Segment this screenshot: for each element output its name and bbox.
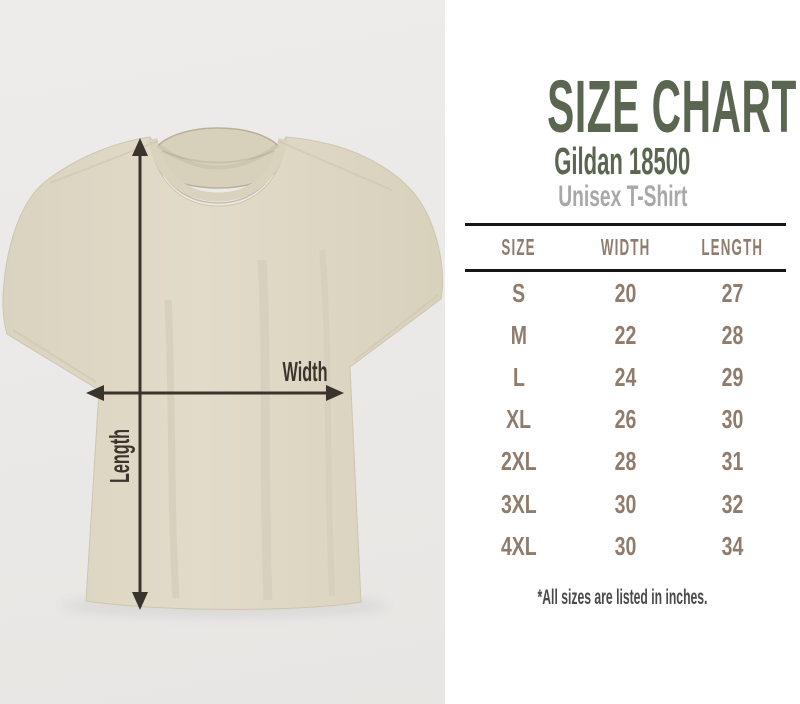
size-cell: 26 <box>614 404 637 435</box>
column-header: SIZE <box>501 234 536 260</box>
product-photo-panel: Width Length <box>0 0 445 704</box>
column-header: LENGTH <box>701 234 764 260</box>
size-cell: 30 <box>614 488 637 519</box>
size-row: 3XL 30 32 <box>465 483 786 525</box>
column-header: WIDTH <box>600 234 651 260</box>
size-cell: 32 <box>721 488 744 519</box>
size-cell: 22 <box>614 319 637 350</box>
size-cell: 27 <box>721 277 744 308</box>
product-name: Gildan 18500 <box>554 141 691 183</box>
size-table-header: SIZE WIDTH LENGTH <box>465 223 786 272</box>
size-table: SIZE WIDTH LENGTH S 20 27 M 22 28 L 24 29 XL 26 30 2XL… <box>465 223 786 567</box>
back-neck-seam <box>161 150 275 164</box>
fabric-folds <box>156 143 335 601</box>
page-title: SIZE CHART <box>547 65 797 148</box>
width-arrow <box>86 385 344 401</box>
size-row: XL 26 30 <box>465 399 786 441</box>
size-cell: 4XL <box>500 530 537 561</box>
size-cell: 20 <box>614 277 637 308</box>
size-cell: S <box>511 277 526 308</box>
size-row: M 22 28 <box>465 314 786 356</box>
right-sleeve-hem-seam <box>354 294 439 361</box>
right-shoulder-seam <box>277 140 393 191</box>
size-cell: 30 <box>614 530 637 561</box>
size-cell: XL <box>506 404 531 435</box>
tshirt-graphic <box>2 127 443 617</box>
size-cell: 28 <box>721 319 744 350</box>
size-row: 4XL 30 34 <box>465 525 786 567</box>
left-sleeve-hem-seam <box>12 329 97 383</box>
length-label: Length <box>104 409 135 502</box>
size-cell: 34 <box>721 530 744 561</box>
collar-band <box>148 138 288 202</box>
size-row: S 20 27 <box>465 272 786 314</box>
width-label-text: Width <box>282 356 327 387</box>
size-cell: 28 <box>614 446 637 477</box>
size-row: 2XL 28 31 <box>465 441 786 483</box>
size-cell: 24 <box>614 361 637 392</box>
size-cell: 3XL <box>500 488 537 519</box>
size-cell: 31 <box>721 446 744 477</box>
width-label: Width <box>250 356 327 387</box>
size-chart-panel: SIZE CHART Gildan 18500 Unisex T-Shirt S… <box>445 0 800 704</box>
size-table-body: S 20 27 M 22 28 L 24 29 XL 26 30 2XL 28 31 3XL 30 32 4XL 30… <box>465 272 786 567</box>
size-cell: 2XL <box>500 446 537 477</box>
product-subtitle: Unisex T-Shirt <box>557 180 688 213</box>
tshirt-body <box>2 136 443 610</box>
length-arrow <box>132 138 148 610</box>
size-cell: 29 <box>721 361 744 392</box>
units-footnote: *All sizes are listed in inches. <box>537 586 708 610</box>
size-cell: M <box>510 319 527 350</box>
size-cell: L <box>512 361 525 392</box>
size-cell: 30 <box>721 404 744 435</box>
size-row: L 24 29 <box>465 356 786 398</box>
length-label-text: Length <box>104 428 135 484</box>
